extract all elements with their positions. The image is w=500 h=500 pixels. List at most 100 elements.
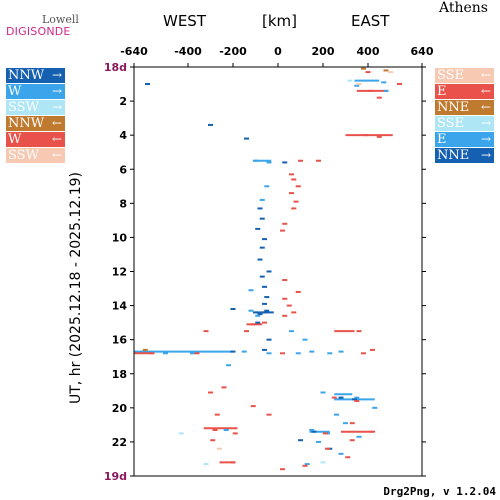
- echo-point: [257, 313, 263, 316]
- echo-point: [262, 302, 267, 305]
- echo-point: [264, 309, 270, 312]
- right-legend-item: SSE ←: [435, 68, 494, 83]
- echo-point: [203, 463, 209, 466]
- right-legend-item: E →: [435, 132, 494, 147]
- echo-point: [302, 464, 308, 467]
- left-legend-item: NNW →: [6, 68, 65, 83]
- echo-point: [257, 258, 263, 261]
- echo-point: [289, 192, 294, 195]
- legend-label: NNE: [437, 148, 470, 163]
- echo-point: [282, 222, 288, 225]
- echo-point: [230, 461, 236, 464]
- echo-point: [381, 81, 387, 84]
- echo-point: [383, 69, 389, 72]
- echo-point: [250, 405, 256, 408]
- echo-point: [226, 364, 231, 367]
- legend-label: NNW: [8, 68, 45, 83]
- echo-point: [363, 134, 369, 137]
- echo-point: [203, 330, 209, 333]
- echo-point: [214, 413, 220, 416]
- echo-point: [370, 430, 375, 433]
- y-tick-label: 16: [112, 334, 128, 347]
- y-tick-label: 14: [112, 300, 128, 313]
- footer-version: Drg2Png, v 1.2.04: [383, 485, 496, 498]
- echo-point: [338, 452, 344, 455]
- logo-lowell-text: Lowell: [42, 13, 79, 26]
- echo-point: [259, 217, 265, 220]
- echo-point: [322, 432, 328, 435]
- echo-point: [280, 352, 285, 355]
- echo-point: [298, 159, 303, 162]
- arrow-left-icon: ←: [480, 84, 491, 98]
- left-legend-item: SSW →: [6, 100, 65, 115]
- echo-point: [338, 396, 344, 399]
- echo-point: [255, 314, 261, 317]
- echo-point: [253, 311, 258, 314]
- echo-point: [383, 89, 389, 92]
- echo-point: [325, 447, 330, 450]
- station-name: Athens: [439, 0, 488, 16]
- echo-point: [255, 227, 261, 230]
- echo-point: [331, 396, 337, 399]
- left-legend-item: W →: [6, 84, 65, 99]
- echo-point: [221, 386, 227, 389]
- right-legend-item: E ←: [435, 84, 494, 99]
- echo-point: [327, 352, 333, 355]
- echo-point: [334, 413, 339, 416]
- echo-point: [266, 161, 272, 164]
- y-tick-label: 2: [119, 95, 127, 108]
- echo-point: [345, 456, 351, 459]
- echo-point: [356, 330, 362, 333]
- echo-point: [316, 159, 321, 162]
- echo-point: [354, 400, 360, 403]
- echo-point: [250, 323, 256, 326]
- echo-point: [262, 285, 267, 288]
- echo-point: [397, 83, 402, 86]
- arrow-left-icon: ←: [51, 148, 62, 162]
- plot-frame: [133, 66, 423, 477]
- echo-point: [289, 330, 294, 333]
- echo-point: [266, 352, 272, 355]
- echo-point: [304, 463, 310, 466]
- echo-point: [280, 468, 285, 471]
- echo-point: [266, 413, 272, 416]
- echo-point: [376, 135, 382, 138]
- echo-point: [311, 430, 317, 433]
- echo-point: [253, 159, 258, 162]
- echo-point: [230, 350, 236, 353]
- echo-point: [282, 314, 288, 317]
- echo-point: [257, 207, 263, 210]
- echo-point: [266, 338, 272, 341]
- legend-label: NNE: [437, 100, 470, 115]
- arrow-left-icon: ←: [480, 100, 491, 114]
- right-legend-item: SSE →: [435, 116, 494, 131]
- echo-point: [372, 406, 378, 409]
- echo-point: [286, 304, 292, 307]
- legend-label: SSE: [437, 68, 465, 83]
- echo-point: [208, 123, 213, 126]
- echo-point: [241, 350, 247, 353]
- echo-point: [255, 321, 261, 324]
- echo-point: [354, 84, 360, 87]
- legend-label: E: [437, 84, 447, 99]
- echo-point: [316, 440, 321, 443]
- x-tick-label: 640: [411, 45, 434, 58]
- echo-point: [309, 428, 315, 431]
- x-tick-label: 0: [274, 45, 282, 58]
- left-legend-item: NNW ←: [6, 116, 65, 131]
- echo-point: [295, 290, 301, 293]
- echo-point: [291, 207, 297, 210]
- echo-point: [289, 173, 294, 176]
- echo-point: [259, 275, 265, 278]
- echo-point: [280, 229, 285, 232]
- arrow-right-icon: →: [51, 100, 62, 114]
- left-legend-item: W ←: [6, 132, 65, 147]
- echo-point: [259, 246, 265, 249]
- echo-point: [293, 200, 299, 203]
- arrow-left-icon: ←: [51, 116, 62, 130]
- west-label: WEST: [163, 12, 206, 30]
- echo-point: [356, 83, 362, 86]
- legend-label: W: [8, 84, 22, 99]
- echo-point: [349, 439, 355, 442]
- echo-point: [248, 289, 254, 292]
